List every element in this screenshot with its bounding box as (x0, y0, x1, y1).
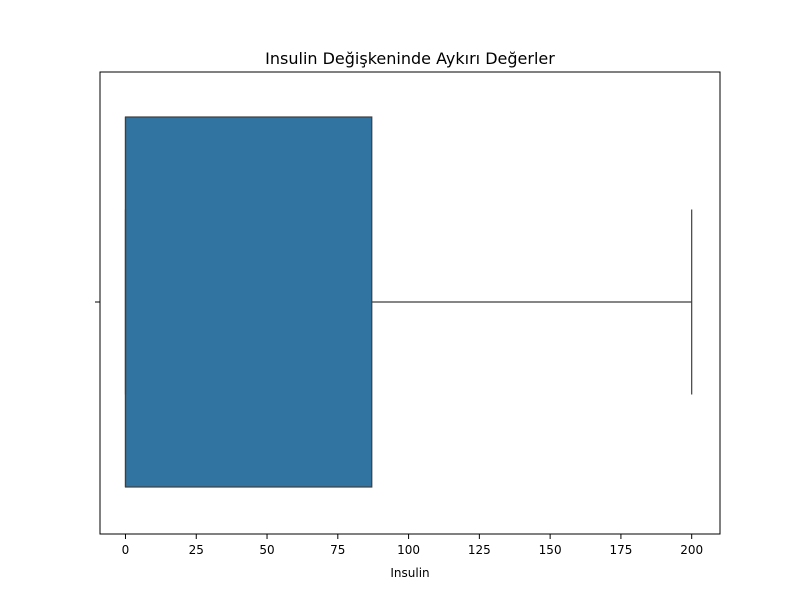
chart-title: Insulin Değişkeninde Aykırı Değerler (265, 49, 555, 68)
x-axis: 0 25 50 75 100 125 150 175 200 (122, 534, 703, 557)
x-tick-label: 50 (259, 543, 274, 557)
x-tick-label: 100 (397, 543, 420, 557)
x-tick-label: 175 (609, 543, 632, 557)
x-tick-label: 0 (122, 543, 130, 557)
x-tick-label: 150 (539, 543, 562, 557)
x-tick-label: 75 (330, 543, 345, 557)
plot-area-frame (99, 71, 721, 535)
x-tick-label: 125 (468, 543, 491, 557)
box-iqr (124, 116, 373, 488)
chart-marks (124, 116, 693, 488)
x-axis-label: Insulin (390, 566, 429, 580)
x-tick-label: 200 (680, 543, 703, 557)
x-tick-label: 25 (189, 543, 204, 557)
